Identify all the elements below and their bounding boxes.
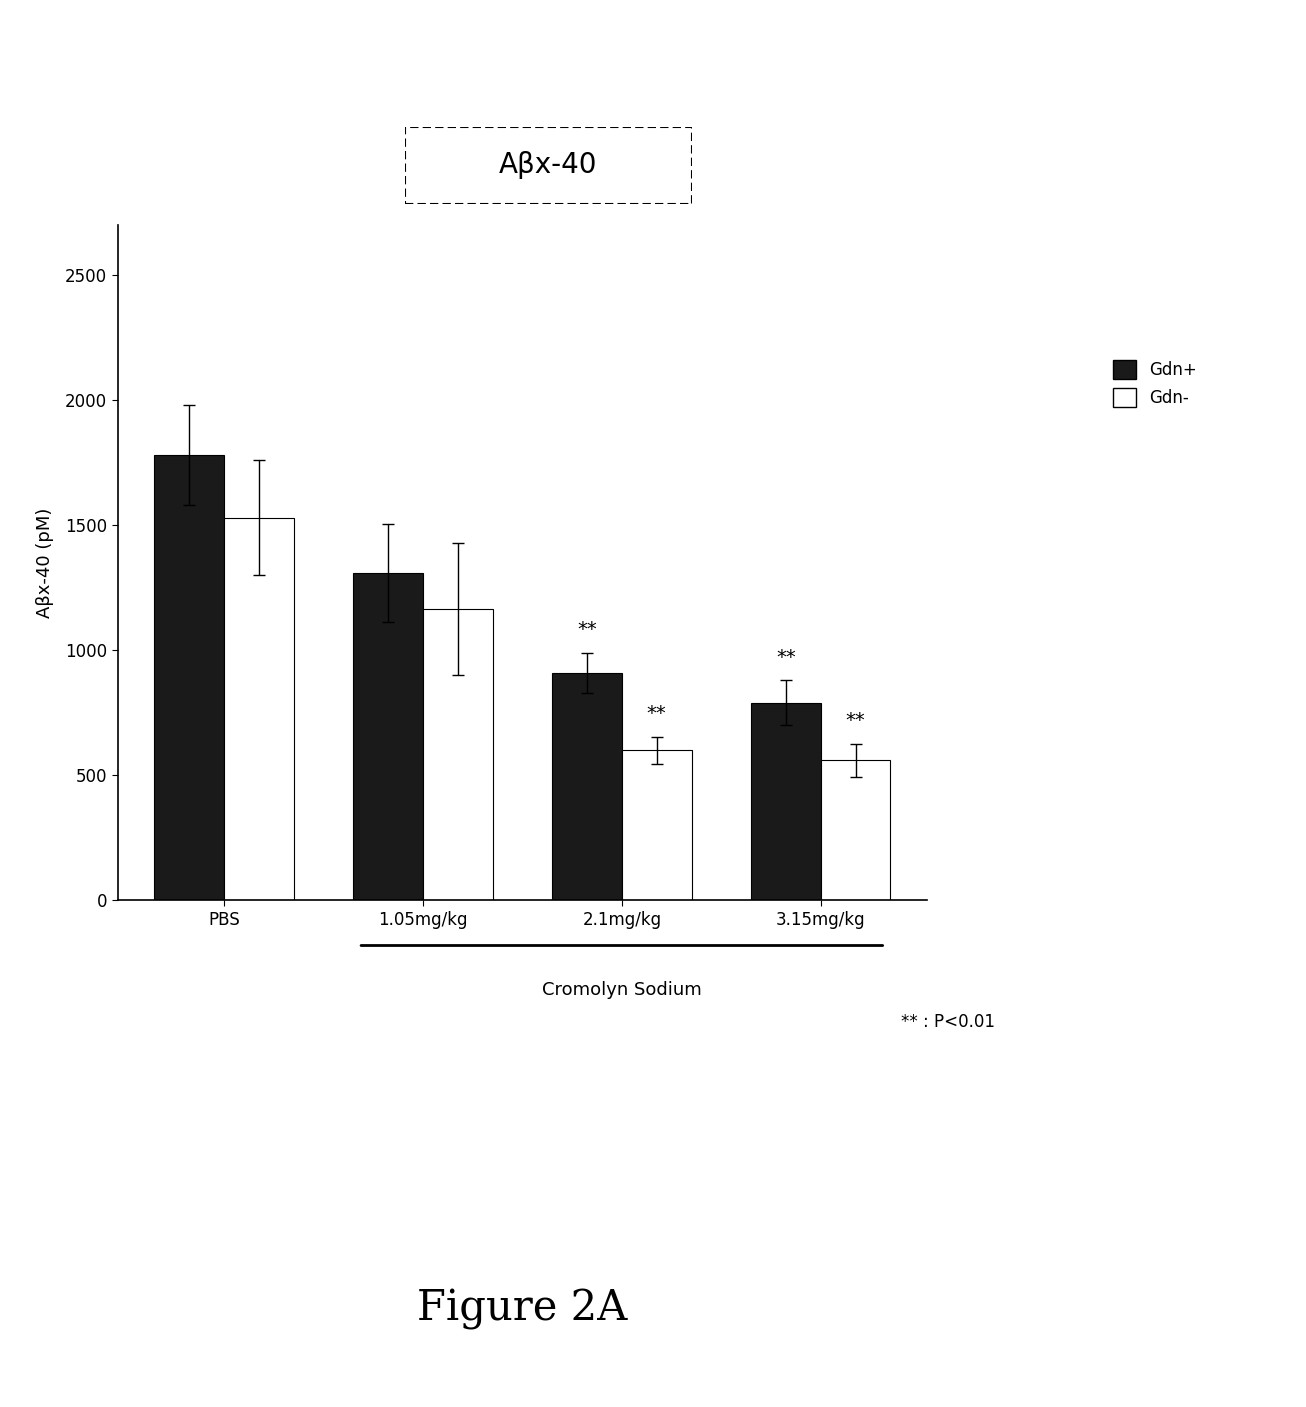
Bar — [821, 760, 891, 900]
Text: **: ** — [577, 620, 597, 639]
Legend: Gdn+, Gdn-: Gdn+, Gdn- — [1107, 355, 1203, 412]
Text: Aβx-40: Aβx-40 — [499, 152, 598, 179]
Text: Figure 2A: Figure 2A — [417, 1287, 628, 1330]
Text: **: ** — [646, 704, 666, 723]
Bar — [154, 456, 223, 900]
Text: **: ** — [846, 712, 866, 730]
Bar — [354, 573, 423, 900]
Bar — [223, 518, 294, 900]
Bar — [423, 609, 492, 900]
Bar — [552, 673, 622, 900]
Y-axis label: Aβx-40 (pM): Aβx-40 (pM) — [35, 508, 54, 618]
Text: Cromolyn Sodium: Cromolyn Sodium — [542, 981, 701, 999]
Text: ** : P<0.01: ** : P<0.01 — [901, 1013, 995, 1031]
Text: **: ** — [776, 647, 795, 667]
Bar — [622, 750, 691, 900]
Bar — [751, 704, 821, 900]
